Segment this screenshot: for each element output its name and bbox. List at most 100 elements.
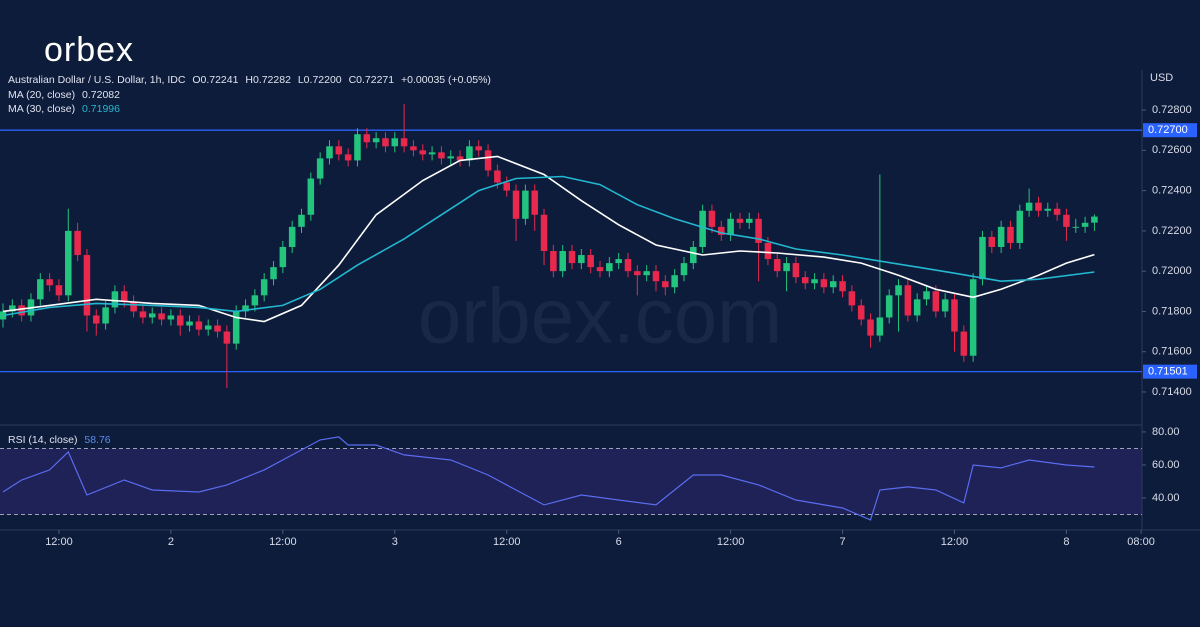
- x-tick-label: 12:00: [493, 536, 521, 548]
- level-label-box: [1143, 123, 1197, 138]
- watermark: orbex.com: [418, 272, 782, 360]
- candle-body: [93, 315, 100, 324]
- candle-body: [298, 214, 305, 227]
- candle-body: [372, 138, 380, 143]
- change: +0.00035 (+0.05%): [401, 74, 491, 86]
- candle-body: [419, 150, 427, 155]
- header: Australian Dollar / U.S. Dollar, 1h, IDC…: [8, 74, 495, 86]
- candle-body: [876, 317, 884, 336]
- candle-body: [801, 277, 809, 284]
- candle-body: [708, 210, 716, 227]
- candle-body: [111, 291, 119, 308]
- candle-body: [55, 285, 63, 296]
- y-tick-label: 0.72000: [1152, 265, 1192, 277]
- candle-body: [979, 236, 986, 280]
- candle-body: [130, 301, 137, 312]
- candle-body: [587, 255, 594, 268]
- candle-body: [176, 315, 184, 326]
- candle-body: [65, 230, 72, 296]
- candle-body: [335, 146, 343, 155]
- candle-body: [540, 214, 548, 252]
- candle-body: [634, 271, 641, 276]
- legend-name: MA (30, close): [8, 103, 76, 115]
- candle-body: [559, 251, 566, 272]
- x-tick-label: 08:00: [1127, 536, 1155, 548]
- candle-body: [326, 146, 333, 159]
- high: H0.72282: [245, 74, 291, 86]
- x-tick-label: 12:00: [941, 536, 969, 548]
- candle-body: [251, 295, 259, 306]
- candle-body: [214, 325, 221, 332]
- candle-body: [475, 146, 483, 151]
- candle-body: [1063, 214, 1070, 227]
- candle-body: [1007, 226, 1014, 243]
- y-tick-label: 0.72200: [1152, 225, 1192, 237]
- candle-body: [811, 279, 818, 284]
- low: L0.72200: [297, 74, 342, 86]
- logo: orbex: [44, 31, 134, 69]
- rsi-y-tick-label: 40.00: [1152, 492, 1180, 504]
- candle-body: [857, 305, 865, 320]
- candle-body: [820, 279, 828, 288]
- candle-body: [503, 182, 510, 191]
- candle-body: [885, 295, 893, 318]
- candle-body: [512, 190, 520, 219]
- candle-body: [690, 246, 697, 264]
- candle-body: [652, 271, 660, 282]
- legend-name: MA (20, close): [8, 89, 76, 101]
- candle-body: [466, 146, 473, 161]
- candle-body: [624, 259, 632, 272]
- candle-body: [316, 158, 324, 179]
- legend-name: RSI (14, close): [8, 434, 78, 446]
- candle-body: [568, 251, 576, 264]
- candle-body: [279, 246, 287, 268]
- candle-body: [260, 279, 268, 296]
- candle-body: [363, 134, 371, 143]
- candle-body: [941, 299, 949, 312]
- candle-body: [988, 236, 996, 247]
- candle-body: [606, 263, 613, 272]
- candle-body: [755, 218, 762, 243]
- candle-body: [680, 263, 688, 276]
- legend-value: 0.72082: [82, 89, 120, 101]
- y-tick-label: 0.72600: [1152, 144, 1192, 156]
- x-tick-label: 8: [1063, 536, 1069, 548]
- candle-body: [895, 285, 902, 296]
- candle-body: [1081, 222, 1089, 227]
- candle-body: [932, 291, 940, 312]
- candle-body: [204, 325, 212, 330]
- candle-body: [139, 311, 147, 318]
- candle-body: [354, 134, 361, 161]
- candle-body: [242, 305, 249, 312]
- candle-body: [456, 156, 464, 161]
- candle-body: [46, 279, 53, 286]
- candle-body: [522, 190, 529, 219]
- candle-body: [746, 218, 753, 223]
- candle-body: [195, 321, 203, 330]
- open: O0.72241: [192, 74, 239, 86]
- candle-body: [550, 251, 557, 272]
- candle-body: [484, 150, 492, 171]
- x-tick-label: 12:00: [269, 536, 297, 548]
- candle-body: [9, 305, 16, 312]
- candle-body: [662, 281, 669, 288]
- candle-body: [969, 279, 977, 356]
- candle-body: [1072, 226, 1080, 228]
- candle-body: [102, 307, 109, 324]
- candle-body: [74, 230, 81, 256]
- candle-body: [1016, 210, 1024, 243]
- candle-body: [773, 259, 781, 272]
- candle-body: [270, 267, 277, 280]
- candle-body: [18, 305, 25, 316]
- candle-body: [596, 267, 604, 272]
- candle-body: [83, 255, 91, 316]
- candle-body: [867, 319, 874, 336]
- ma30-legend: MA (30, close) 0.71996: [8, 103, 124, 115]
- ma20-legend: MA (20, close) 0.72082: [8, 89, 124, 101]
- level-label: 0.72700: [1148, 124, 1188, 136]
- candle-body: [307, 178, 315, 215]
- candle-body: [578, 255, 585, 264]
- candle-body: [1091, 216, 1098, 223]
- candle-body: [792, 263, 800, 278]
